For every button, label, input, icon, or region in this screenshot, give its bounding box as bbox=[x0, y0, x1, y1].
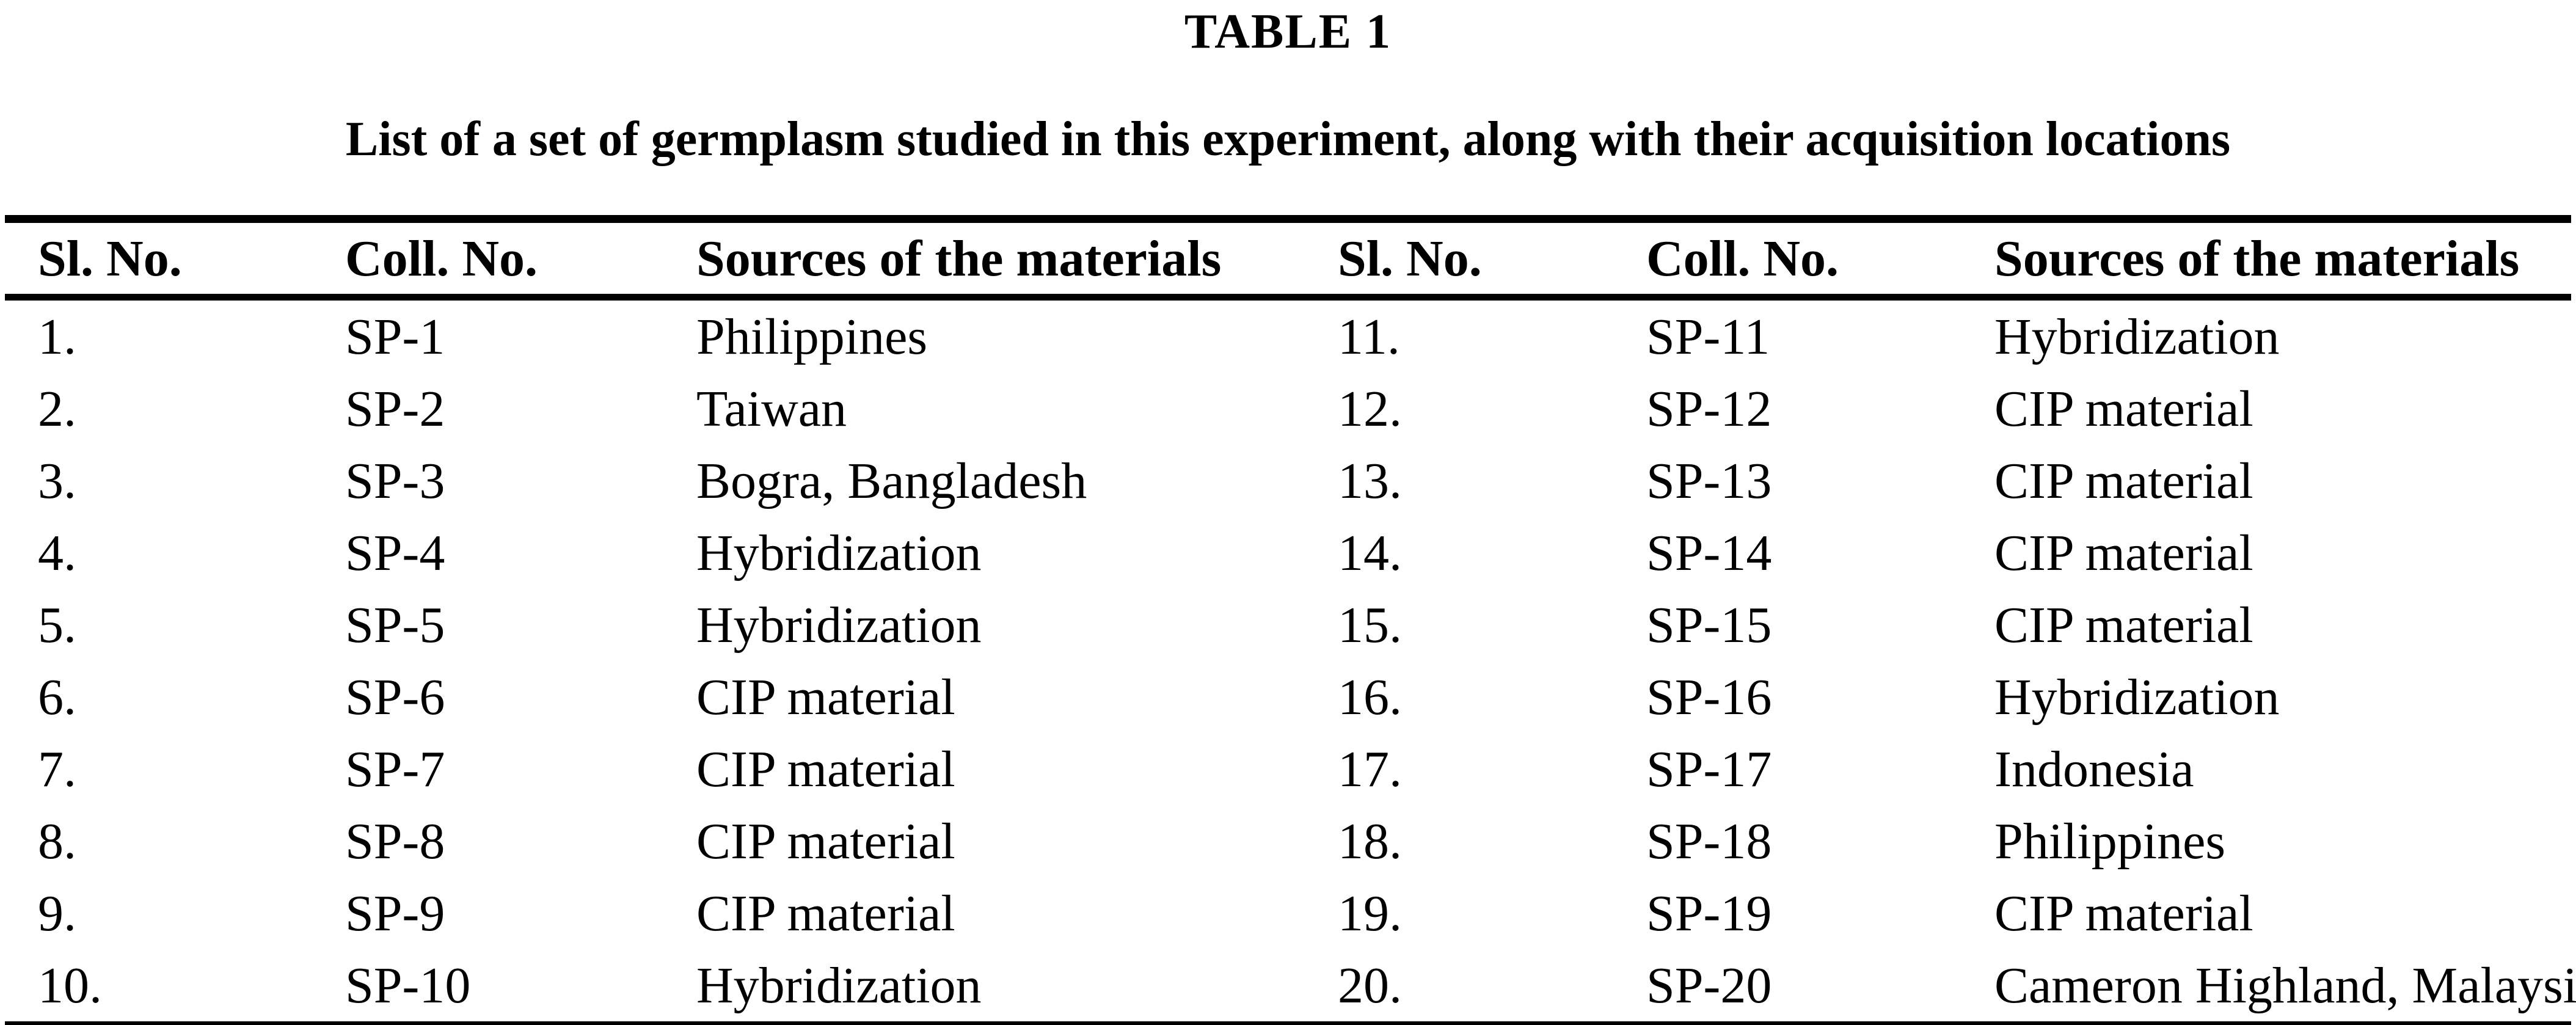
cell-sl-no: 1. bbox=[38, 308, 76, 365]
table-row: 2. SP-2 Taiwan 12. SP-12 CIP material bbox=[5, 373, 2571, 445]
table-row: 4. SP-4 Hybridization 14. SP-14 CIP mate… bbox=[5, 517, 2571, 589]
col-header-sources-left: Sources of the materials bbox=[696, 219, 1338, 301]
cell-coll-no: SP-18 bbox=[1646, 812, 1772, 870]
cell-sl-no: 14. bbox=[1338, 524, 1402, 582]
cell-sl-no: 13. bbox=[1338, 452, 1402, 509]
cell-coll-no: SP-9 bbox=[345, 885, 445, 942]
table-row: 5. SP-5 Hybridization 15. SP-15 CIP mate… bbox=[5, 589, 2571, 661]
cell-sl-no: 12. bbox=[1338, 380, 1402, 437]
cell-coll-no: SP-7 bbox=[345, 740, 445, 798]
cell-coll-no: SP-20 bbox=[1646, 957, 1772, 1014]
table-number: TABLE 1 bbox=[1184, 5, 1392, 59]
cell-sl-no: 6. bbox=[38, 668, 76, 726]
table-row: 6. SP-6 CIP material 16. SP-16 Hybridiza… bbox=[5, 661, 2571, 733]
cell-coll-no: SP-6 bbox=[345, 668, 445, 726]
cell-source: CIP material bbox=[1994, 885, 2253, 942]
table-row: 8. SP-8 CIP material 18. SP-18 Philippin… bbox=[5, 805, 2571, 877]
cell-coll-no: SP-4 bbox=[345, 524, 445, 582]
table-row: 9. SP-9 CIP material 19. SP-19 CIP mater… bbox=[5, 877, 2571, 949]
cell-coll-no: SP-8 bbox=[345, 812, 445, 870]
table-caption: List of a set of germplasm studied in th… bbox=[345, 112, 2231, 166]
cell-source: Hybridization bbox=[696, 957, 982, 1014]
cell-coll-no: SP-16 bbox=[1646, 668, 1772, 726]
cell-sl-no: 15. bbox=[1338, 596, 1402, 654]
cell-sl-no: 9. bbox=[38, 885, 76, 942]
cell-coll-no: SP-11 bbox=[1646, 308, 1770, 365]
cell-coll-no: SP-10 bbox=[345, 957, 471, 1014]
cell-coll-no: SP-13 bbox=[1646, 452, 1772, 509]
cell-sl-no: 2. bbox=[38, 380, 76, 437]
cell-source: Hybridization bbox=[1994, 668, 2280, 726]
col-header-sl-no-left: Sl. No. bbox=[5, 219, 345, 301]
cell-source: CIP material bbox=[1994, 452, 2253, 509]
cell-sl-no: 20. bbox=[1338, 957, 1402, 1014]
cell-coll-no: SP-17 bbox=[1646, 740, 1772, 798]
cell-source: Hybridization bbox=[1994, 308, 2280, 365]
cell-source: CIP material bbox=[1994, 596, 2253, 654]
cell-sl-no: 11. bbox=[1338, 308, 1400, 365]
cell-coll-no: SP-2 bbox=[345, 380, 445, 437]
cell-source: CIP material bbox=[696, 668, 955, 726]
cell-coll-no: SP-15 bbox=[1646, 596, 1772, 654]
cell-source: Philippines bbox=[1994, 812, 2226, 870]
cell-coll-no: SP-14 bbox=[1646, 524, 1772, 582]
cell-coll-no: SP-5 bbox=[345, 596, 445, 654]
cell-source: CIP material bbox=[1994, 524, 2253, 582]
cell-sl-no: 7. bbox=[38, 740, 76, 798]
cell-coll-no: SP-1 bbox=[345, 308, 445, 365]
cell-coll-no: SP-3 bbox=[345, 452, 445, 509]
table-row: 1. SP-1 Philippines 11. SP-11 Hybridizat… bbox=[5, 297, 2571, 373]
table-row: 3. SP-3 Bogra, Bangladesh 13. SP-13 CIP … bbox=[5, 445, 2571, 517]
cell-sl-no: 8. bbox=[38, 812, 76, 870]
cell-coll-no: SP-12 bbox=[1646, 380, 1772, 437]
col-header-sl-no-right: Sl. No. bbox=[1338, 219, 1646, 301]
cell-source: Cameron Highland, Malaysia bbox=[1994, 957, 2576, 1014]
cell-sl-no: 5. bbox=[38, 596, 76, 654]
cell-source: CIP material bbox=[696, 812, 955, 870]
cell-coll-no: SP-19 bbox=[1646, 885, 1772, 942]
table-row: 10. SP-10 Hybridization 20. SP-20 Camero… bbox=[5, 949, 2576, 1025]
cell-sl-no: 3. bbox=[38, 452, 76, 509]
col-header-coll-no-right: Coll. No. bbox=[1646, 219, 1994, 301]
header-row: Sl. No. Coll. No. Sources of the materia… bbox=[5, 219, 2571, 301]
germplasm-table: Sl. No. Coll. No. Sources of the materia… bbox=[5, 215, 2576, 1025]
cell-sl-no: 16. bbox=[1338, 668, 1402, 726]
cell-source: CIP material bbox=[1994, 380, 2253, 437]
cell-source: Hybridization bbox=[696, 524, 982, 582]
cell-sl-no: 19. bbox=[1338, 885, 1402, 942]
cell-source: Indonesia bbox=[1994, 740, 2194, 798]
cell-source: Hybridization bbox=[696, 596, 982, 654]
cell-source: Bogra, Bangladesh bbox=[696, 452, 1087, 509]
cell-sl-no: 4. bbox=[38, 524, 76, 582]
cell-sl-no: 17. bbox=[1338, 740, 1402, 798]
col-header-coll-no-left: Coll. No. bbox=[345, 219, 696, 301]
cell-source: Taiwan bbox=[696, 380, 847, 437]
table-row: 7. SP-7 CIP material 17. SP-17 Indonesia bbox=[5, 733, 2571, 805]
cell-source: CIP material bbox=[696, 885, 955, 942]
cell-source: Philippines bbox=[696, 308, 928, 365]
cell-sl-no: 10. bbox=[38, 957, 102, 1014]
col-header-sources-right: Sources of the materials bbox=[1994, 219, 2571, 301]
cell-source: CIP material bbox=[696, 740, 955, 798]
cell-sl-no: 18. bbox=[1338, 812, 1402, 870]
